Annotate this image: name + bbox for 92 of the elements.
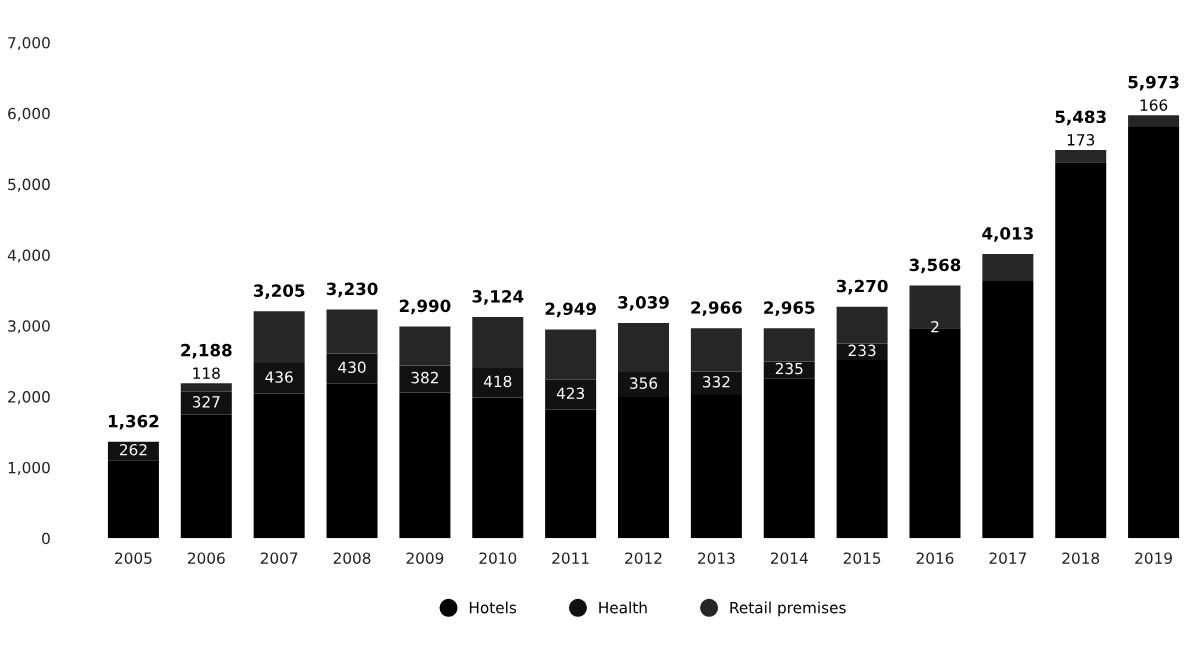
bar bbox=[763, 378, 815, 539]
total-label: 2,990 bbox=[399, 299, 451, 315]
total-label: 3,124 bbox=[472, 290, 524, 305]
total-label: 3,568 bbox=[909, 258, 961, 274]
bar bbox=[836, 359, 888, 539]
data-label: 436 bbox=[265, 371, 293, 383]
bar bbox=[982, 254, 1034, 281]
x-tick-label: 2012 bbox=[625, 552, 662, 564]
x-tick-label: 2019 bbox=[1135, 552, 1172, 564]
total-label: 2,949 bbox=[545, 302, 596, 318]
y-tick-label: 3,000 bbox=[8, 320, 50, 334]
bar bbox=[618, 371, 670, 398]
x-tick-label: 2009 bbox=[406, 552, 444, 564]
bar bbox=[618, 323, 670, 372]
bar bbox=[1128, 127, 1180, 539]
bar bbox=[763, 328, 815, 362]
bar bbox=[690, 328, 742, 372]
data-label: 423 bbox=[556, 387, 584, 400]
total-label: 4,013 bbox=[982, 227, 1033, 242]
data-label: 262 bbox=[119, 443, 147, 456]
data-label: 332 bbox=[702, 376, 730, 388]
bar bbox=[472, 317, 524, 368]
data-label: 418 bbox=[483, 375, 512, 388]
data-label: 327 bbox=[192, 396, 220, 408]
bar bbox=[399, 392, 451, 539]
bar bbox=[253, 393, 305, 539]
bar bbox=[690, 371, 742, 395]
data-label: 382 bbox=[411, 371, 438, 384]
x-tick-label: 2018 bbox=[1062, 552, 1100, 564]
x-tick-label: 2015 bbox=[843, 552, 881, 564]
data-label: 173 bbox=[1067, 134, 1095, 146]
y-tick-label: 0 bbox=[42, 532, 50, 545]
x-tick-label: 2005 bbox=[115, 552, 152, 564]
bar bbox=[1128, 115, 1180, 127]
bar bbox=[472, 367, 524, 398]
bar bbox=[1055, 149, 1107, 163]
total-label: 3,205 bbox=[253, 284, 305, 300]
total-label: 1,362 bbox=[108, 414, 159, 430]
x-tick-label: 2011 bbox=[552, 552, 589, 564]
y-tick-label: 1,000 bbox=[8, 461, 50, 475]
data-label: 166 bbox=[1140, 99, 1168, 111]
bar bbox=[399, 365, 451, 393]
bar bbox=[545, 379, 597, 410]
bar bbox=[690, 394, 742, 539]
data-label: 235 bbox=[775, 362, 803, 375]
bar bbox=[107, 460, 159, 539]
data-label: 430 bbox=[338, 361, 366, 374]
bar bbox=[472, 397, 524, 539]
x-tick-label: 2017 bbox=[989, 552, 1026, 564]
legend-label: Hotels bbox=[469, 601, 517, 614]
y-tick-label: 2,000 bbox=[8, 391, 50, 405]
x-tick-label: 2014 bbox=[770, 552, 808, 564]
total-label: 2,965 bbox=[764, 301, 815, 317]
total-label: 5,973 bbox=[1128, 75, 1179, 91]
bar bbox=[326, 383, 378, 539]
bar bbox=[326, 353, 378, 384]
x-tick-label: 2008 bbox=[333, 552, 371, 564]
x-tick-label: 2016 bbox=[916, 552, 954, 564]
bar bbox=[836, 306, 888, 344]
total-label: 2,966 bbox=[691, 301, 742, 316]
legend-label: Retail premises bbox=[730, 601, 846, 617]
y-tick-label: 4,000 bbox=[7, 249, 50, 263]
x-tick-label: 2006 bbox=[187, 552, 225, 564]
bar bbox=[982, 280, 1034, 539]
x-tick-label: 2013 bbox=[698, 552, 735, 564]
bar bbox=[326, 309, 378, 354]
bar bbox=[180, 391, 232, 415]
bar bbox=[545, 409, 597, 539]
legend-label: Health bbox=[599, 601, 647, 614]
total-label: 3,039 bbox=[618, 296, 669, 311]
total-label: 3,270 bbox=[836, 279, 888, 295]
bar bbox=[253, 362, 305, 394]
y-tick-label: 6,000 bbox=[8, 107, 50, 121]
total-label: 2,188 bbox=[181, 343, 232, 359]
total-label: 5,483 bbox=[1055, 110, 1106, 126]
bar bbox=[545, 329, 597, 380]
bar bbox=[836, 343, 888, 360]
y-tick-label: 7,000 bbox=[8, 36, 50, 51]
bar bbox=[180, 383, 232, 392]
x-tick-label: 2010 bbox=[479, 552, 517, 564]
y-tick-label: 5,000 bbox=[8, 178, 50, 192]
x-tick-label: 2007 bbox=[260, 552, 298, 564]
bar bbox=[180, 414, 232, 539]
bar bbox=[399, 326, 451, 366]
data-label: 118 bbox=[193, 367, 220, 379]
bar bbox=[618, 397, 670, 539]
total-label: 3,230 bbox=[326, 282, 378, 298]
data-label: 356 bbox=[630, 377, 658, 389]
bar bbox=[253, 311, 305, 363]
data-label: 233 bbox=[848, 344, 876, 357]
data-label: 2 bbox=[931, 321, 939, 333]
bar bbox=[1055, 162, 1107, 539]
